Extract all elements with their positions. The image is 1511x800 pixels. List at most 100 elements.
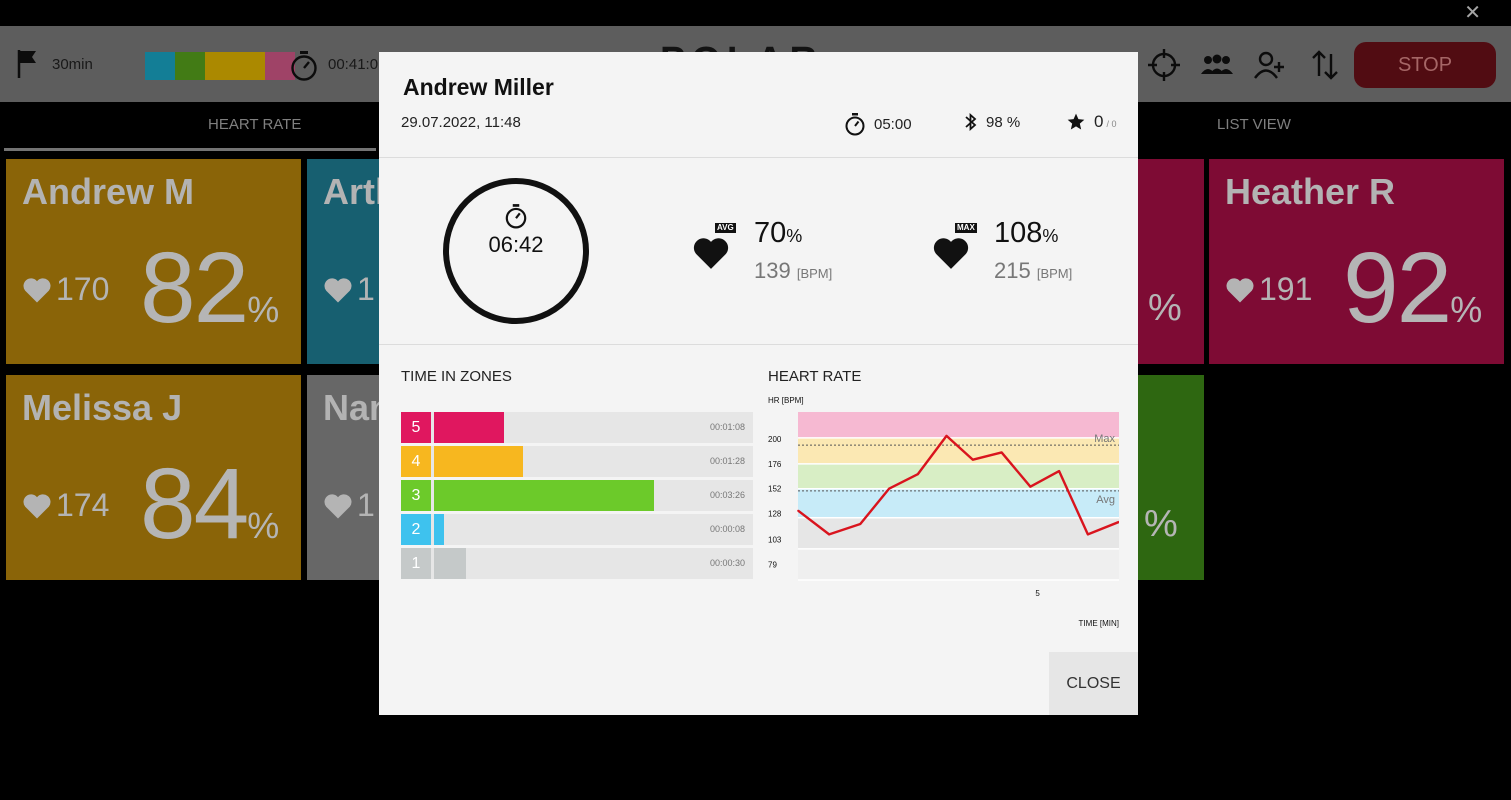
participant-full-name: Andrew Miller	[403, 74, 554, 100]
divider	[379, 157, 1138, 158]
participant-percent: 92%	[1343, 231, 1482, 346]
participant-heart-rate: 191	[1225, 271, 1312, 308]
participant-tile[interactable]: Heather R 191 92%	[1209, 159, 1504, 364]
zone-time: 00:01:08	[709, 422, 745, 432]
percent-value: 92	[1343, 232, 1452, 344]
tab-list-view[interactable]: LIST VIEW	[1217, 116, 1291, 133]
avg-label: Avg	[1096, 494, 1115, 506]
add-user-icon[interactable]	[1253, 48, 1287, 87]
heart-rate-value: 174	[56, 487, 110, 523]
avg-badge: AVG	[715, 223, 736, 233]
heart-rate-chart: Max Avg HR [BPM] 200 176 152 128 103 79 5 TIME [MI…	[768, 396, 1119, 628]
zone-bar	[434, 548, 466, 579]
zone-strip-segment	[205, 52, 235, 80]
star-icon	[1067, 113, 1085, 130]
participant-tile[interactable]: Arth 1	[307, 159, 387, 364]
heart-rate-point	[1087, 533, 1089, 536]
zone-number: 4	[401, 446, 431, 477]
max-bpm-value: 215	[994, 258, 1031, 283]
bpm-unit: [BPM]	[796, 266, 833, 281]
group-icon[interactable]	[1200, 48, 1234, 87]
participant-tile-partial[interactable]: %	[1138, 375, 1204, 580]
heart-rate-point	[859, 523, 862, 525]
zone-time: 00:03:26	[709, 490, 745, 500]
heart-rate-line	[797, 434, 1119, 536]
percent-unit: %	[786, 226, 803, 246]
avg-bpm-value: 139	[754, 258, 791, 283]
heart-rate-point	[828, 533, 830, 536]
sort-icon[interactable]	[1308, 48, 1342, 87]
y-tick-label: 176	[768, 460, 782, 469]
zone-row: 2 00:00:08	[401, 514, 753, 545]
max-percent: 108%	[994, 217, 1058, 250]
heart-icon	[324, 277, 352, 302]
close-button[interactable]: CLOSE	[1049, 652, 1138, 715]
stopwatch-icon	[289, 50, 319, 87]
heart-rate-value: 1	[357, 487, 375, 523]
percent-unit: %	[1144, 503, 1178, 545]
elapsed-time: 00:41:0	[328, 56, 379, 73]
timer-value: 05:00	[874, 115, 912, 133]
participant-tile[interactable]: Nan 1	[307, 375, 387, 580]
tab-heart-rate[interactable]: HEART RATE	[208, 116, 302, 133]
participant-percent: 82%	[140, 231, 279, 346]
percent-value: 84	[140, 448, 249, 560]
max-percent-value: 108	[994, 217, 1043, 249]
zone-number: 5	[401, 412, 431, 443]
y-tick-label: 103	[768, 536, 782, 545]
percent-unit: %	[247, 289, 279, 330]
bpm-unit: [BPM]	[1036, 266, 1073, 281]
heart-rate-point	[945, 435, 948, 437]
participant-tile-partial[interactable]: %	[1138, 159, 1204, 364]
participant-tile[interactable]: Andrew M 170 82%	[6, 159, 301, 364]
session-duration-value: 06:42	[488, 232, 544, 257]
zone-bar	[434, 480, 654, 511]
percent-unit: %	[1450, 289, 1482, 330]
heart-rate-chart-title: HEART RATE	[768, 368, 862, 385]
zone-row: 3 00:03:26	[401, 480, 753, 511]
heart-rate-point	[1029, 485, 1032, 488]
window-close-icon[interactable]: ✕	[1464, 2, 1481, 24]
participant-details-dialog: Andrew Miller 29.07.2022, 11:48 05:00 98…	[379, 52, 1138, 715]
heart-rate-point	[888, 487, 890, 490]
active-tab-indicator	[4, 148, 376, 151]
y-tick-label: 152	[768, 485, 782, 494]
y-tick-label: 79	[768, 560, 777, 569]
stop-button[interactable]: STOP	[1354, 42, 1496, 88]
zone-time: 00:01:28	[709, 456, 745, 466]
zone-strip-segment	[235, 52, 265, 80]
zone-number: 3	[401, 480, 431, 511]
participant-name: Melissa J	[22, 387, 183, 428]
participant-heart-rate: 174	[22, 487, 109, 524]
avg-percent-value: 70	[754, 217, 787, 249]
crosshair-icon[interactable]	[1147, 48, 1181, 87]
heart-rate-point	[1058, 470, 1060, 472]
participant-tile[interactable]: Melissa J 174 84%	[6, 375, 301, 580]
stars-total: / 0	[1106, 119, 1117, 129]
participant-name: Heather R	[1225, 171, 1396, 212]
zone-time: 00:00:30	[709, 558, 745, 568]
bluetooth-icon	[965, 112, 977, 132]
heart-rate-point	[916, 473, 919, 476]
avg-bpm: 139 [BPM]	[754, 258, 832, 284]
y-tick-label: 200	[768, 435, 782, 444]
heart-rate-value: 1	[357, 271, 375, 307]
heart-icon	[693, 238, 729, 269]
percent-unit: %	[1042, 226, 1059, 246]
timer-stat: 05:00	[844, 112, 912, 136]
heart-icon	[1226, 277, 1254, 302]
heart-icon	[933, 238, 969, 269]
zone-band	[798, 463, 1119, 489]
zone-number: 1	[401, 548, 431, 579]
participant-name: Nan	[323, 387, 387, 428]
stars-stat: 0 / 0	[1066, 112, 1116, 132]
zone-row: 1 00:00:30	[401, 548, 753, 579]
zone-color-strip	[145, 52, 295, 80]
heart-rate-value: 170	[56, 271, 110, 307]
zone-time: 00:00:08	[709, 524, 745, 534]
divider	[379, 344, 1138, 345]
percent-unit: %	[1148, 287, 1182, 329]
zone-row: 5 00:01:08	[401, 412, 753, 443]
participant-name: Arth	[323, 171, 387, 212]
zone-strip-segment	[145, 52, 175, 80]
